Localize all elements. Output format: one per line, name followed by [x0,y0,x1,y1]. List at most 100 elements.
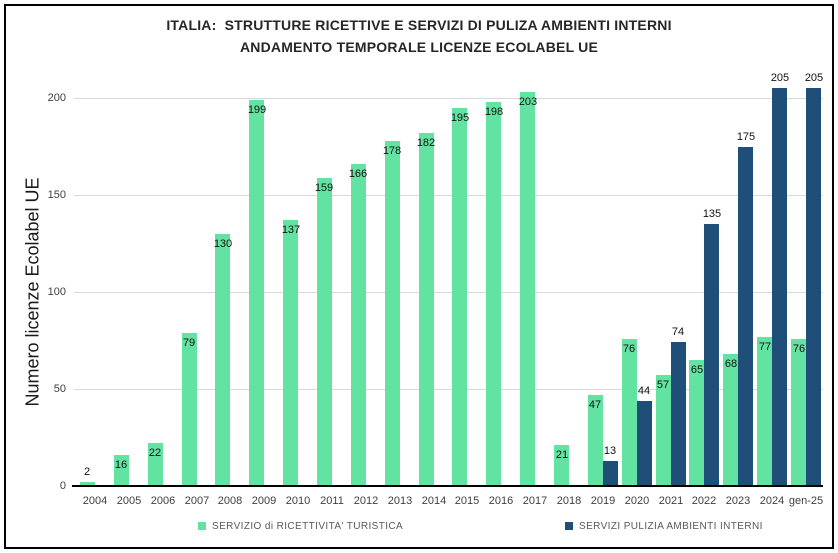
x-tick-label-2006: 2006 [150,495,176,507]
y-tick-label-0: 0 [59,480,66,492]
bar-label-blue-2021: 74 [671,326,685,338]
x-tick-label-2021: 2021 [658,495,684,507]
bar-label-blue-gen-25: 205 [804,72,824,84]
bar-green-2005 [114,455,129,486]
bar-label-green-2020: 76 [622,343,636,355]
x-tick-label-2017: 2017 [522,495,548,507]
bar-label-blue-2019: 13 [603,445,617,457]
bar-green-2009 [249,100,264,486]
bar-label-green-2014: 182 [416,137,436,149]
bar-label-green-gen-25: 76 [792,343,806,355]
bar-label-green-2006: 22 [148,447,162,459]
bar-label-green-2016: 198 [484,106,504,118]
chart-title-line2: ANDAMENTO TEMPORALE LICENZE ECOLABEL UE [239,39,599,55]
y-tick-label-200: 200 [47,92,66,104]
bar-green-2015 [452,108,467,486]
chart-title-line1: ITALIA: STRUTTURE RICETTIVE E SERVIZI DI… [166,17,672,33]
bar-label-green-2004: 2 [83,466,91,478]
bar-green-2018 [554,445,569,486]
bar-label-blue-2020: 44 [637,385,651,397]
x-tick-label-2015: 2015 [454,495,480,507]
gridline-100 [74,292,823,293]
bar-label-green-2024: 77 [758,341,772,353]
bar-green-2006 [148,443,163,486]
gridline-150 [74,195,823,196]
x-tick-label-2013: 2013 [387,495,413,507]
x-tick-label-2024: 2024 [759,495,785,507]
bar-green-2008 [215,234,230,486]
x-tick-label-2020: 2020 [624,495,650,507]
bar-blue-gen-25 [806,88,821,486]
bar-green-2004 [80,482,95,486]
chart-title: ITALIA: STRUTTURE RICETTIVE E SERVIZI DI… [0,14,838,58]
legend-item-pulizia-ambienti: SERVIZI PULIZIA AMBIENTI INTERNI [565,516,763,532]
bar-label-green-2017: 203 [518,96,538,108]
x-tick-label-gen-25: gen-25 [788,495,824,507]
bar-green-2014 [419,133,434,486]
x-tick-label-2019: 2019 [590,495,616,507]
x-tick-label-2010: 2010 [285,495,311,507]
x-tick-label-2022: 2022 [691,495,717,507]
x-tick-label-2009: 2009 [251,495,277,507]
bar-green-2011 [317,178,332,486]
y-tick-label-150: 150 [47,189,66,201]
bar-label-green-2010: 137 [281,224,301,236]
bar-blue-2024 [772,88,787,486]
bar-label-green-2009: 199 [247,104,267,116]
bar-green-2017 [520,92,535,486]
legend-swatch-green-icon [198,522,206,530]
bar-blue-2022 [704,224,719,486]
x-axis-line [72,485,823,487]
bar-green-2012 [351,164,366,486]
bar-green-2022 [689,360,704,486]
bar-green-gen-25 [791,339,806,486]
bar-green-2020 [622,339,637,486]
legend-swatch-blue-icon [565,522,573,530]
x-tick-label-2014: 2014 [421,495,447,507]
bar-green-2016 [486,102,501,486]
bar-green-2013 [385,141,400,486]
bar-blue-2019 [603,461,618,486]
bar-label-green-2011: 159 [314,182,334,194]
x-tick-label-2007: 2007 [184,495,210,507]
bar-label-blue-2022: 135 [702,208,722,220]
bar-label-green-2012: 166 [348,168,368,180]
x-tick-label-2005: 2005 [116,495,142,507]
bar-label-blue-2024: 205 [770,72,790,84]
bar-blue-2023 [738,147,753,487]
x-tick-label-2023: 2023 [725,495,751,507]
y-tick-label-50: 50 [53,383,66,395]
bar-label-green-2023: 68 [724,358,738,370]
bar-green-2007 [182,333,197,486]
bar-green-2010 [283,220,298,486]
gridline-50 [74,389,823,390]
bar-green-2019 [588,395,603,486]
bar-label-green-2008: 130 [213,238,233,250]
y-tick-label-100: 100 [47,286,66,298]
x-tick-label-2008: 2008 [217,495,243,507]
legend-label-pulizia-ambienti: SERVIZI PULIZIA AMBIENTI INTERNI [579,521,763,532]
legend-item-ricettivita-turistica: SERVIZIO di RICETTIVITA' TURISTICA [198,516,403,532]
x-tick-label-2012: 2012 [353,495,379,507]
x-tick-label-2018: 2018 [556,495,582,507]
x-tick-label-2004: 2004 [82,495,108,507]
bar-blue-2020 [637,401,652,486]
gridline-200 [74,98,823,99]
bar-green-2023 [723,354,738,486]
legend-label-ricettivita-turistica: SERVIZIO di RICETTIVITA' TURISTICA [212,521,404,532]
x-tick-label-2011: 2011 [320,495,344,507]
bar-label-green-2007: 79 [182,337,196,349]
bar-label-green-2018: 21 [555,449,569,461]
bar-green-2021 [656,375,671,486]
bar-green-2024 [757,337,772,486]
bar-label-green-2013: 178 [382,145,402,157]
x-tick-label-2016: 2016 [488,495,514,507]
bar-label-green-2019: 47 [588,399,602,411]
bar-label-green-2022: 65 [690,364,704,376]
bar-blue-2021 [671,342,686,486]
bar-label-green-2015: 195 [450,112,470,124]
bar-label-green-2005: 16 [114,459,128,471]
bar-label-blue-2023: 175 [736,131,756,143]
bar-label-green-2021: 57 [656,379,670,391]
